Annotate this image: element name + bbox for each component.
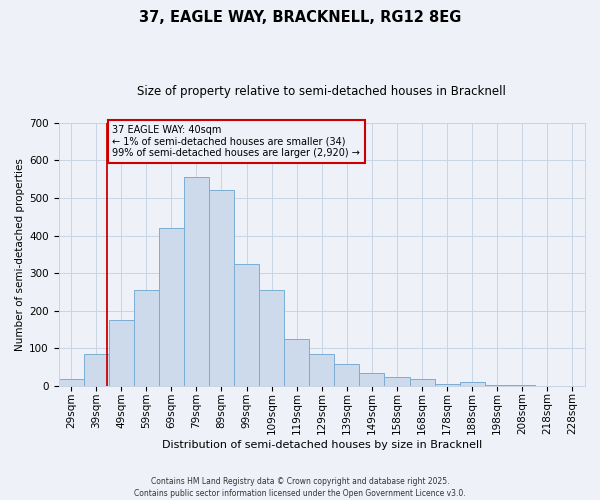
Bar bbox=[259, 290, 284, 386]
Bar bbox=[334, 364, 359, 386]
X-axis label: Distribution of semi-detached houses by size in Bracknell: Distribution of semi-detached houses by … bbox=[161, 440, 482, 450]
Bar bbox=[109, 320, 134, 386]
Bar bbox=[83, 354, 109, 386]
Bar bbox=[359, 373, 385, 386]
Bar bbox=[410, 378, 434, 386]
Bar bbox=[460, 382, 485, 386]
Bar bbox=[234, 264, 259, 386]
Text: 37, EAGLE WAY, BRACKNELL, RG12 8EG: 37, EAGLE WAY, BRACKNELL, RG12 8EG bbox=[139, 10, 461, 25]
Bar bbox=[309, 354, 334, 386]
Text: Contains HM Land Registry data © Crown copyright and database right 2025.
Contai: Contains HM Land Registry data © Crown c… bbox=[134, 476, 466, 498]
Bar bbox=[434, 384, 460, 386]
Bar bbox=[134, 290, 159, 386]
Bar bbox=[284, 339, 309, 386]
Bar bbox=[184, 178, 209, 386]
Y-axis label: Number of semi-detached properties: Number of semi-detached properties bbox=[15, 158, 25, 351]
Bar bbox=[159, 228, 184, 386]
Text: 37 EAGLE WAY: 40sqm
← 1% of semi-detached houses are smaller (34)
99% of semi-de: 37 EAGLE WAY: 40sqm ← 1% of semi-detache… bbox=[112, 124, 360, 158]
Bar bbox=[59, 378, 83, 386]
Bar bbox=[209, 190, 234, 386]
Bar bbox=[485, 385, 510, 386]
Title: Size of property relative to semi-detached houses in Bracknell: Size of property relative to semi-detach… bbox=[137, 85, 506, 98]
Bar bbox=[385, 376, 410, 386]
